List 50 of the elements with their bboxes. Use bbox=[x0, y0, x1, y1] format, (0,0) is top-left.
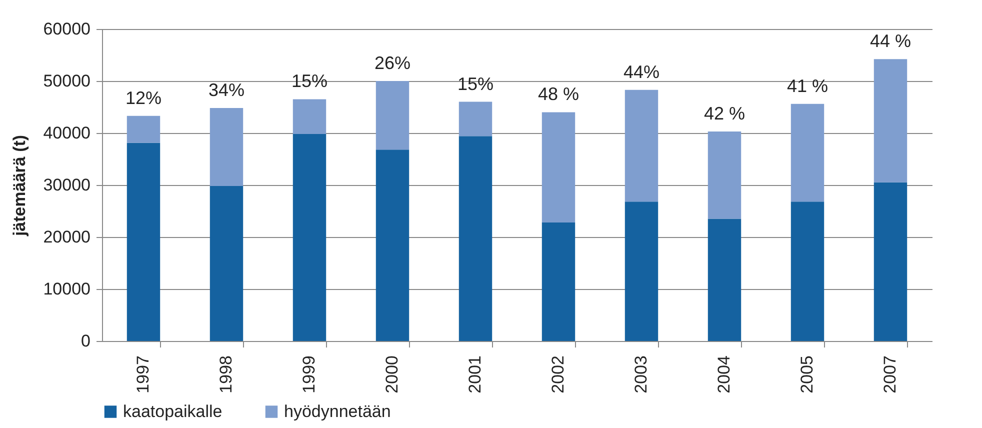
bar bbox=[874, 182, 908, 341]
bar bbox=[376, 81, 410, 150]
x-tick-label: 2000 bbox=[382, 356, 402, 394]
bar bbox=[126, 116, 160, 143]
x-tick-label: 2003 bbox=[632, 356, 650, 394]
y-tick-label: 10000 bbox=[43, 280, 90, 298]
legend-label: hyödynnetään bbox=[284, 402, 391, 421]
bar bbox=[708, 131, 742, 219]
x-tick-label: 2002 bbox=[548, 356, 568, 394]
y-tick-label: 60000 bbox=[43, 20, 90, 38]
y-tick-label: 30000 bbox=[43, 176, 90, 194]
x-tick-label: 2005 bbox=[798, 356, 816, 394]
bar bbox=[708, 218, 742, 341]
bar bbox=[542, 112, 576, 222]
bar bbox=[790, 104, 824, 202]
annotation: 48 % bbox=[538, 84, 580, 104]
x-tick-label: 2001 bbox=[466, 356, 484, 394]
bar bbox=[458, 102, 492, 136]
annotation: 34% bbox=[208, 80, 245, 100]
legend-label: kaatopaikalle bbox=[123, 402, 222, 421]
bar bbox=[292, 99, 326, 134]
annotation: 26% bbox=[374, 53, 411, 73]
bar bbox=[210, 108, 244, 186]
annotation: 44 % bbox=[870, 31, 912, 52]
x-tick-label: 1999 bbox=[300, 356, 318, 394]
bar bbox=[458, 136, 492, 341]
x-tick-label: 1997 bbox=[134, 356, 152, 394]
y-tick-label: 0 bbox=[81, 332, 90, 350]
bar bbox=[542, 222, 576, 341]
bar bbox=[874, 59, 908, 182]
y-tick-label: 40000 bbox=[43, 124, 90, 142]
bar bbox=[210, 186, 244, 341]
annotation: 15% bbox=[457, 74, 494, 94]
x-tick-label: 2007 bbox=[880, 356, 900, 394]
bar bbox=[624, 90, 658, 202]
y-tick-label: 20000 bbox=[43, 228, 90, 246]
annotation: 42 % bbox=[704, 103, 746, 124]
x-tick-label: 2004 bbox=[714, 356, 734, 394]
y-axis-title: jätemäärä (t) bbox=[10, 134, 30, 238]
bar bbox=[376, 150, 410, 341]
bar bbox=[126, 142, 160, 341]
x-tick-label: 1998 bbox=[216, 356, 236, 394]
annotation: 15% bbox=[291, 71, 328, 92]
annotation: 12% bbox=[125, 88, 162, 108]
bar bbox=[624, 202, 658, 341]
bar bbox=[790, 202, 824, 341]
y-tick-label: 50000 bbox=[43, 72, 90, 90]
annotation: 41 % bbox=[786, 76, 828, 96]
annotation: 44% bbox=[623, 62, 660, 82]
bar bbox=[292, 134, 326, 341]
